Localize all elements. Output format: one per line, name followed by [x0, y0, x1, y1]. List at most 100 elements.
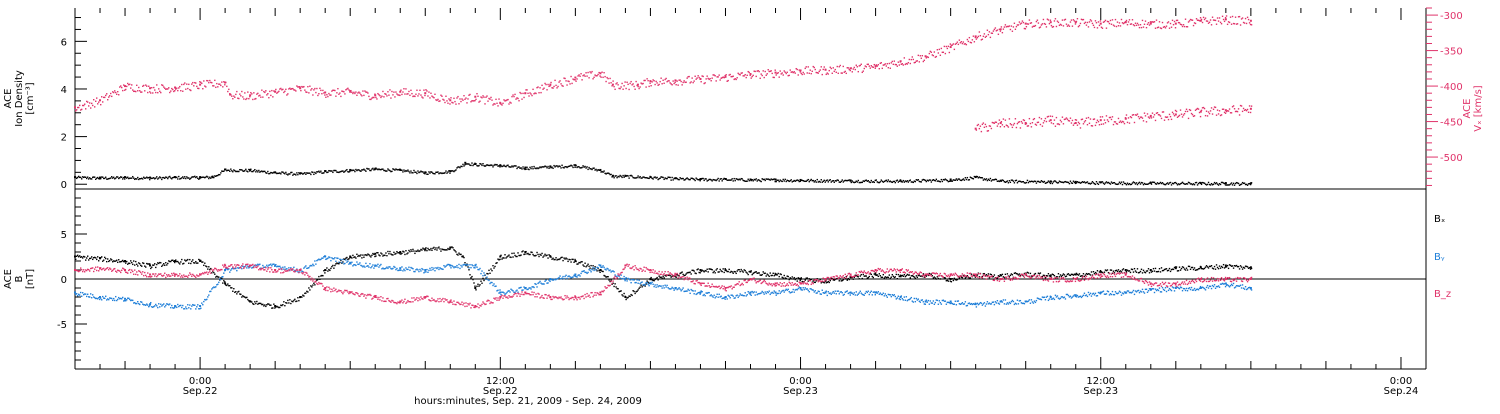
- b-by-series-sample: [666, 285, 667, 286]
- vx-series-sample: [761, 73, 762, 74]
- vx-series-sample: [969, 37, 970, 38]
- ion-density-series-sample: [628, 177, 629, 178]
- ion-density-series-sample: [1194, 184, 1195, 185]
- vx-series-sample: [89, 102, 90, 103]
- ion-density-series-sample: [1134, 182, 1135, 183]
- vx-series-sample: [383, 96, 384, 97]
- b-by-series-sample: [814, 291, 815, 292]
- b-bx-series-sample: [177, 261, 178, 262]
- b-by-series-sample: [77, 295, 78, 296]
- vx-lower-branch-series-sample: [1022, 122, 1023, 123]
- b-bx-series-sample: [231, 287, 232, 288]
- ion-density-series-sample: [1167, 182, 1168, 183]
- vx-series-sample: [1135, 23, 1136, 24]
- vx-lower-branch-series-sample: [1014, 123, 1015, 124]
- vx-series-point-8: [249, 94, 251, 96]
- b-bx-series-sample: [87, 255, 88, 256]
- vx-series-sample: [854, 67, 855, 68]
- b-by-series-sample: [788, 289, 789, 290]
- b-by-series-sample: [720, 296, 721, 297]
- vx-series-sample: [382, 91, 383, 92]
- vx-series-sample: [587, 72, 588, 73]
- ion-density-series-sample: [117, 176, 118, 177]
- b-by-series-sample: [224, 270, 225, 271]
- vx-series-sample: [862, 72, 863, 73]
- ion-density-series-sample: [425, 172, 426, 173]
- vx-series-sample: [167, 88, 168, 89]
- vx-lower-branch-series-sample: [1154, 114, 1155, 115]
- b-by-series-sample: [809, 291, 810, 292]
- ion-density-series-sample: [1218, 184, 1219, 185]
- vx-series-sample: [671, 84, 672, 85]
- b-bx-series-sample: [101, 256, 102, 257]
- b-bx-series-sample: [1244, 267, 1245, 268]
- vx-series-sample: [423, 89, 424, 90]
- b-bx-series-sample: [763, 271, 764, 272]
- vx-series-sample: [417, 95, 418, 96]
- ion-density-series-sample: [331, 170, 332, 171]
- vx-series-point-14: [399, 91, 401, 93]
- b-bx-series-sample: [904, 274, 905, 275]
- b-bx-series-sample: [566, 258, 567, 259]
- vx-series-sample: [795, 72, 796, 73]
- b-bx-series-sample: [1148, 268, 1149, 269]
- b-by-series-sample: [338, 262, 339, 263]
- b-bx-series-sample: [634, 293, 635, 294]
- b-bx-series-sample: [740, 269, 741, 270]
- b-bx-series-sample: [970, 277, 971, 278]
- b-by-series-sample: [430, 269, 431, 270]
- vx-series-sample: [1091, 20, 1092, 21]
- b-by-series-sample: [803, 287, 804, 288]
- vx-series-sample: [236, 91, 237, 92]
- b-bx-series-sample: [1097, 270, 1098, 271]
- b-by-series-sample: [330, 260, 331, 261]
- ion-density-series-sample: [616, 177, 617, 178]
- b-bx-series-sample: [637, 289, 638, 290]
- vx-lower-branch-series-sample: [1229, 108, 1230, 109]
- b-bx-series-sample: [1126, 271, 1127, 272]
- vx-series-sample: [1232, 16, 1233, 17]
- b-bx-series-sample: [1223, 264, 1224, 265]
- ion-density-series-sample: [1051, 181, 1052, 182]
- b-by-series-sample: [82, 292, 83, 293]
- b-by-series-sample: [266, 265, 267, 266]
- b-bx-series-sample: [1030, 273, 1031, 274]
- b-by-series-sample: [427, 272, 428, 273]
- ion-density-series-sample: [360, 171, 361, 172]
- bottom-left-tick-label: 0: [61, 275, 67, 286]
- vx-series-sample: [292, 88, 293, 89]
- vx-series-point-0: [74, 106, 76, 108]
- ion-density-series-sample: [678, 179, 679, 180]
- b-bx-series-sample: [287, 300, 288, 301]
- vx-series-sample: [931, 52, 932, 53]
- vx-series-sample: [392, 94, 393, 95]
- b-by-series-sample: [739, 293, 740, 294]
- b-bx-series-sample: [897, 278, 898, 279]
- b-bx-series-sample: [272, 307, 273, 308]
- vx-series-sample: [1242, 17, 1243, 18]
- ion-density-series-sample: [990, 178, 991, 179]
- b-by-series-sample: [157, 307, 158, 308]
- ion-density-series-sample: [1140, 183, 1141, 184]
- vx-series-sample: [486, 95, 487, 96]
- ion-density-series-sample: [669, 177, 670, 178]
- ion-density-series-sample: [699, 180, 700, 181]
- vx-series-sample: [220, 85, 221, 86]
- vx-series-sample: [1142, 20, 1143, 21]
- vx-series-sample: [759, 71, 760, 72]
- vx-series-sample: [208, 82, 209, 83]
- ion-density-series-sample: [100, 178, 101, 179]
- vx-series-sample: [780, 70, 781, 71]
- b-by-series-sample: [773, 292, 774, 293]
- ion-density-series-sample: [409, 172, 410, 173]
- vx-series-sample: [1019, 21, 1020, 22]
- b-by-series-sample: [745, 295, 746, 296]
- ion-density-series-sample: [169, 176, 170, 177]
- b-bx-series-sample: [863, 274, 864, 275]
- b-bx-series-sample: [273, 303, 274, 304]
- ion-density-series-sample: [870, 182, 871, 183]
- vx-series-sample: [822, 74, 823, 75]
- vx-series-sample: [116, 94, 117, 95]
- ion-density-series-sample: [521, 168, 522, 169]
- vx-series-sample: [824, 66, 825, 67]
